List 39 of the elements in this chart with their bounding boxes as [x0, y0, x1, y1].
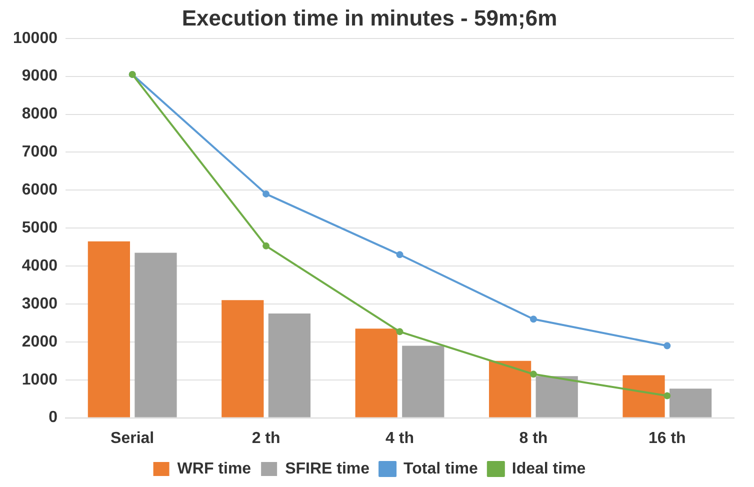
chart-title: Execution time in minutes - 59m;6m	[182, 5, 558, 30]
y-tick-label: 3000	[22, 295, 58, 312]
bar	[488, 360, 532, 418]
bar	[355, 328, 398, 418]
legend-label: Ideal time	[512, 460, 586, 478]
point	[262, 190, 270, 198]
legend-label: Total time	[404, 460, 478, 478]
point	[396, 251, 404, 258]
legend-label: SFIRE time	[285, 460, 370, 478]
point	[664, 342, 671, 350]
y-tick-label: 7000	[22, 144, 58, 161]
bar	[222, 300, 264, 418]
x-tick-label: 2 th	[252, 430, 280, 447]
y-tick-label: 9000	[22, 68, 58, 85]
x-tick-label: Serial	[110, 430, 154, 447]
point	[530, 316, 537, 323]
point	[664, 392, 671, 400]
y-tick-label: 4000	[22, 257, 58, 274]
y-tick-label: 6000	[22, 182, 58, 199]
point	[262, 242, 270, 250]
y-tick-label: 1000	[22, 371, 58, 388]
point	[396, 328, 404, 336]
y-tick-label: 5000	[22, 220, 58, 237]
y-tick-label: 10000	[12, 30, 58, 47]
y-tick-label: 0	[48, 409, 58, 426]
bar	[622, 375, 665, 418]
x-tick-label: 8 th	[519, 430, 548, 447]
x-tick-label: 16 th	[648, 430, 686, 447]
bar	[669, 388, 712, 418]
x-tick-label: 4 th	[386, 430, 414, 447]
y-tick-label: 8000	[22, 106, 58, 123]
y-tick-label: 2000	[22, 333, 58, 350]
legend-label: WRF time	[177, 460, 252, 478]
point	[530, 370, 537, 378]
bar	[268, 313, 310, 418]
bar	[134, 252, 177, 418]
bar	[536, 376, 578, 418]
bar	[88, 241, 130, 418]
bar	[402, 346, 444, 418]
